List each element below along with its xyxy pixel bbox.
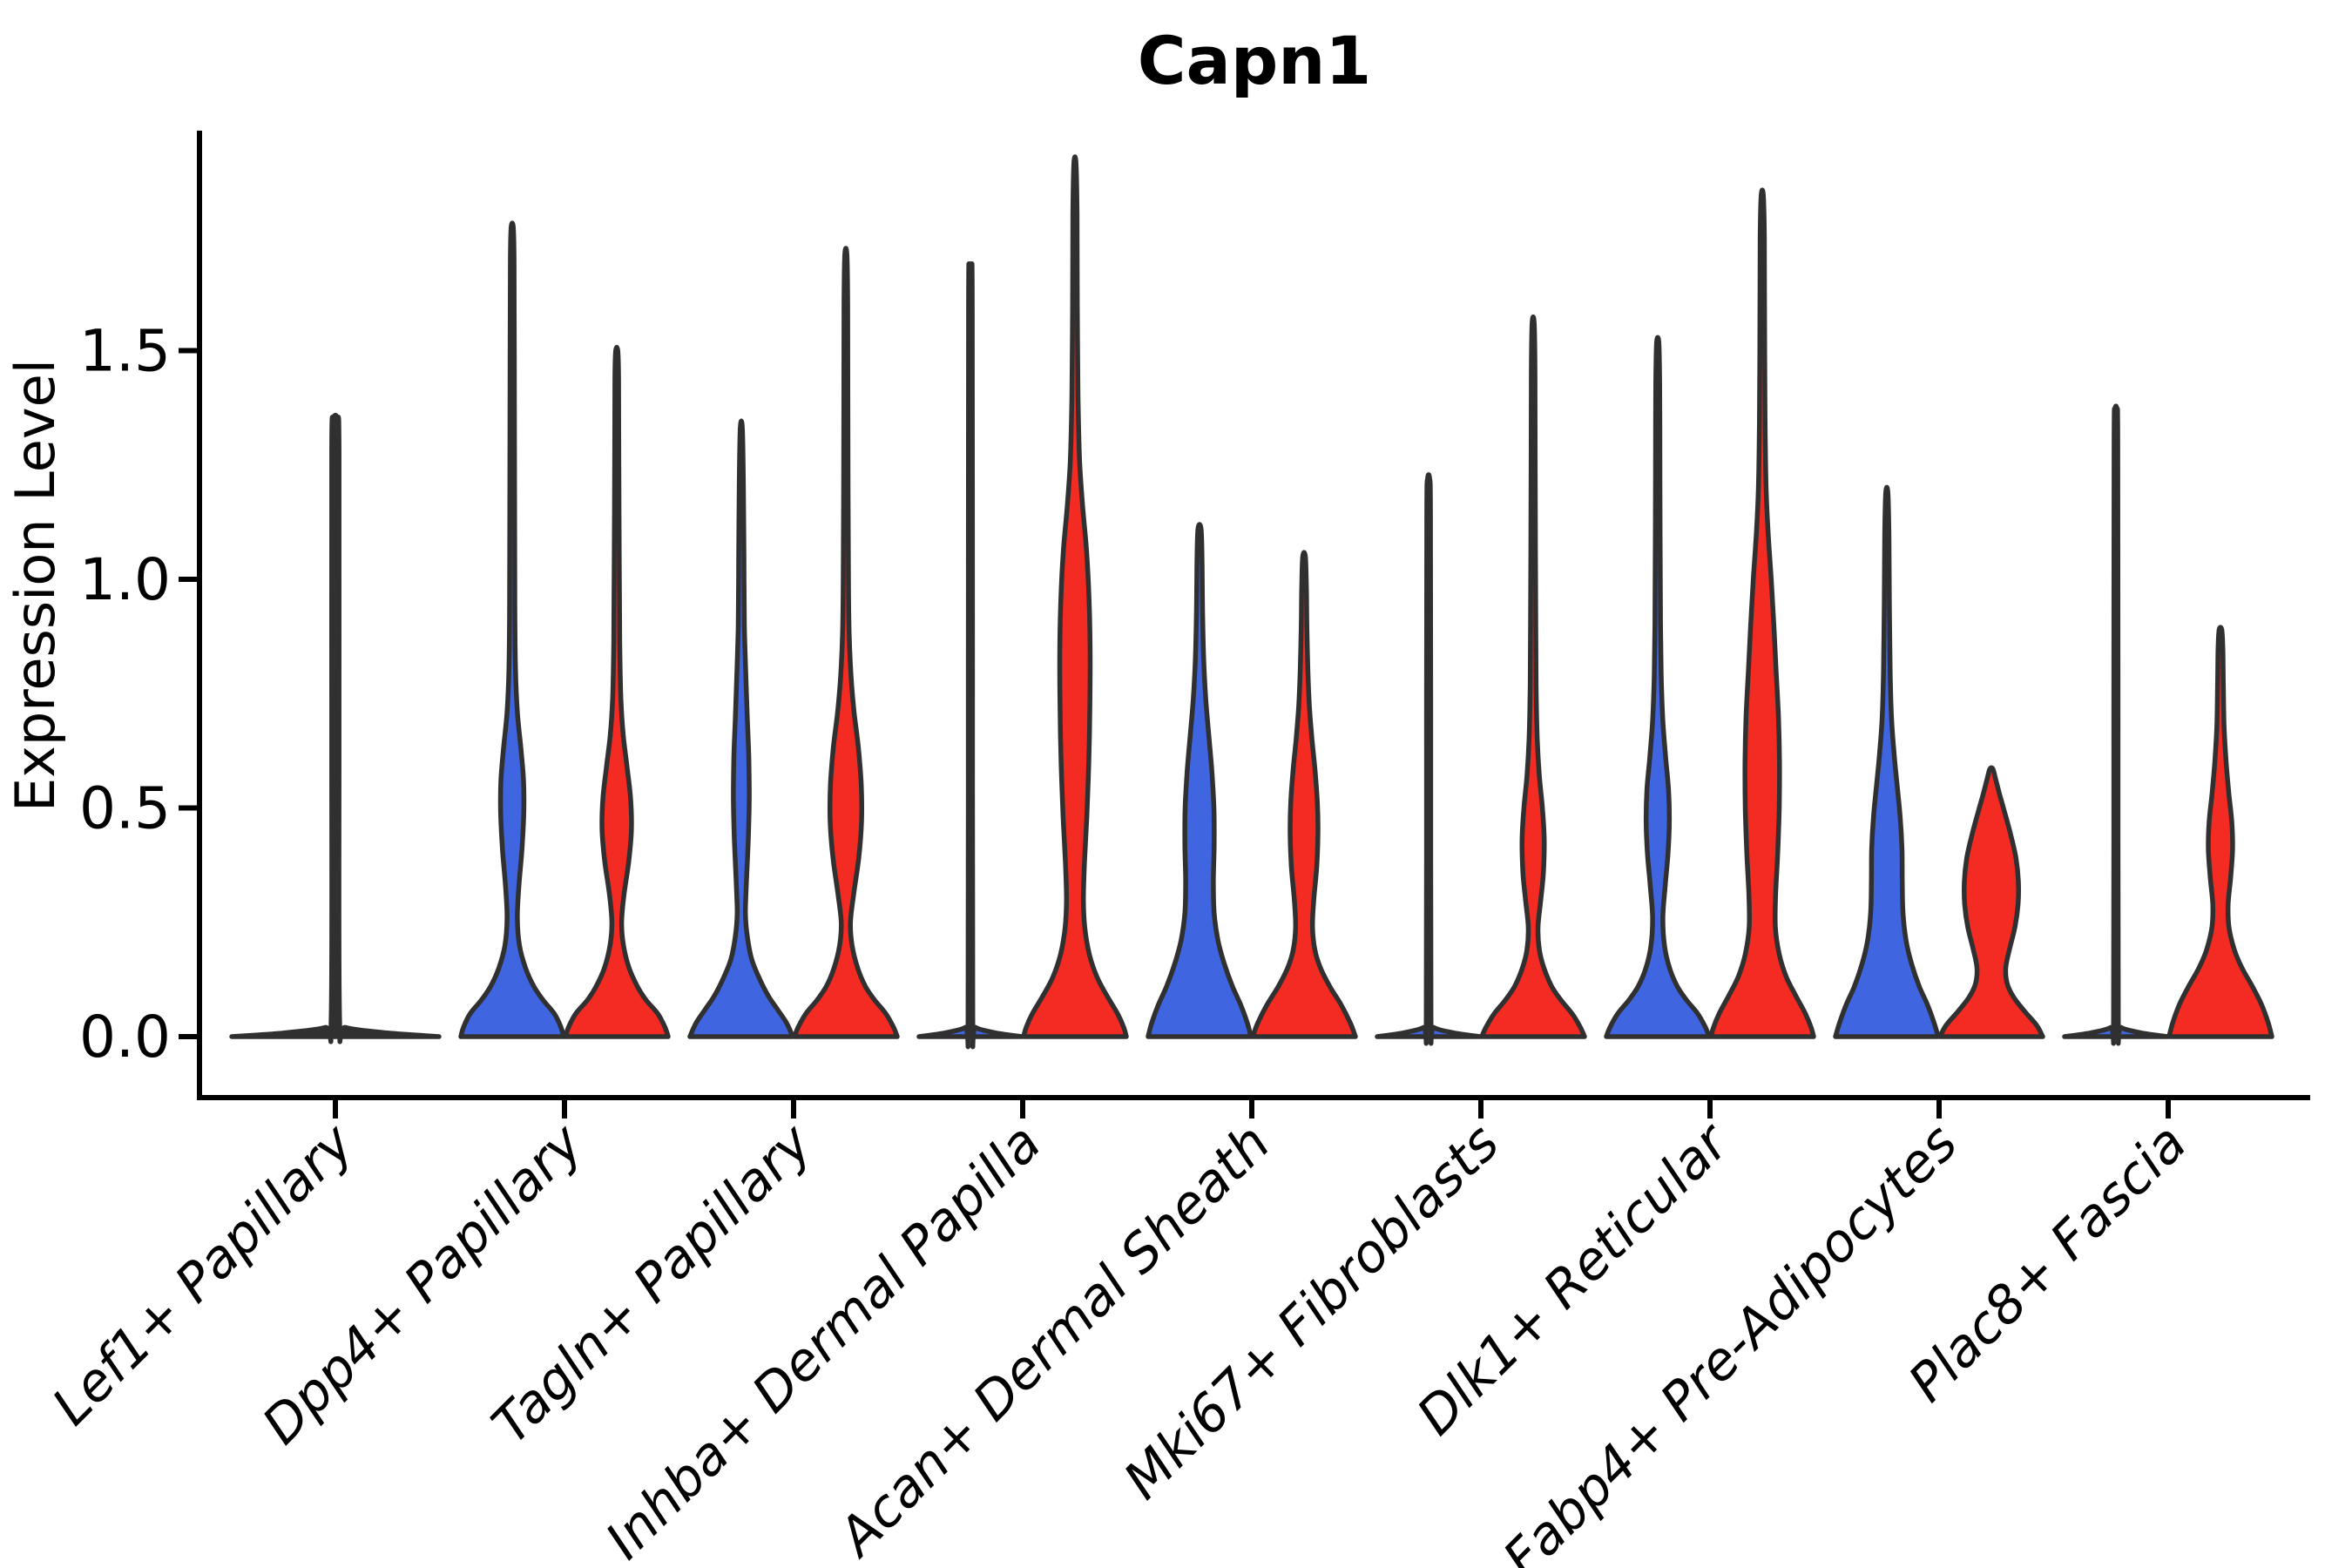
plot-title: Capn1 — [1138, 22, 1371, 99]
y-tick-label: 0.5 — [79, 775, 171, 842]
violin-lef1-papillary-single — [229, 412, 442, 1044]
violin-plac8-fascia-red — [2166, 625, 2274, 1039]
violin-dlk1-reticular-red — [1708, 187, 1816, 1039]
violin-plac8-fascia-blue — [2062, 403, 2170, 1046]
violin-dlk1-reticular-blue — [1604, 335, 1712, 1039]
violin-fabp4-pre-adipocytes-blue — [1833, 484, 1941, 1039]
violin-mki67-fibroblasts-blue — [1375, 472, 1483, 1046]
x-tick-label: Inhba+ Dermal Papilla — [594, 1112, 1052, 1568]
violin-fabp4-pre-adipocytes-red — [1937, 765, 2045, 1039]
x-tick-label: Fabp4+ Pre-Adipocytes — [1491, 1112, 1969, 1568]
y-tick-label: 1.5 — [79, 318, 171, 385]
x-tick-label: Mki67+ Fibroblasts — [1112, 1112, 1511, 1511]
violin-acan-dermal-sheath-red — [1250, 550, 1358, 1039]
violin-inhba-dermal-papilla-blue — [916, 261, 1024, 1050]
violin-inhba-dermal-papilla-red — [1021, 154, 1129, 1039]
violin-dpp4-papillary-red — [563, 344, 671, 1039]
violin-dpp4-papillary-blue — [458, 220, 566, 1039]
y-axis-label: Expression Level — [3, 359, 67, 812]
violin-mki67-fibroblasts-red — [1479, 314, 1587, 1039]
y-tick-label: 0.0 — [79, 1004, 171, 1071]
violins-layer — [229, 154, 2274, 1050]
y-tick-label: 1.0 — [79, 546, 171, 613]
y-axis: 0.0 0.5 1.0 1.5 — [79, 131, 202, 1100]
x-tick-label: Acan+ Dermal Sheath — [825, 1112, 1282, 1568]
violin-tagln-papillary-red — [792, 246, 900, 1039]
violin-acan-dermal-sheath-blue — [1146, 522, 1254, 1039]
violin-tagln-papillary-blue — [687, 418, 795, 1039]
